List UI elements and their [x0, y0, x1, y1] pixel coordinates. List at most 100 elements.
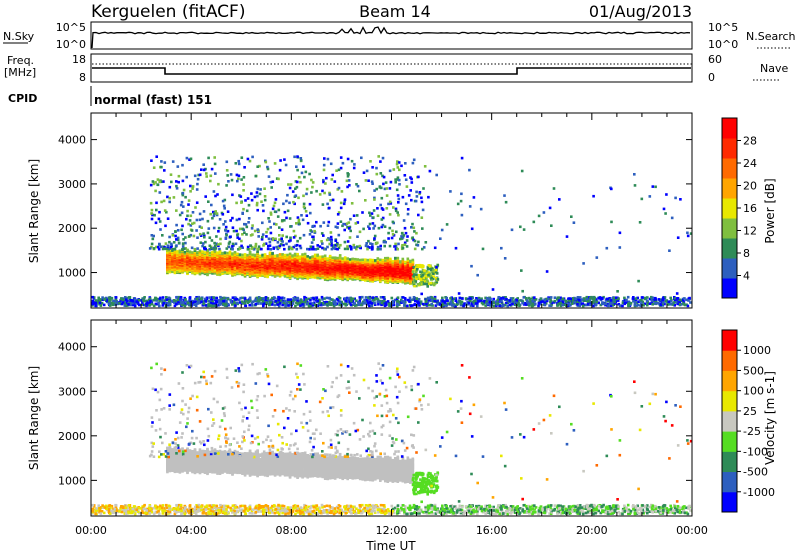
power-cell — [424, 274, 428, 278]
power-cell — [261, 233, 265, 236]
power-cell — [162, 180, 165, 183]
power-cell — [375, 172, 379, 176]
power-cell — [408, 296, 412, 300]
power-cell — [379, 244, 382, 248]
power-cell — [168, 235, 171, 239]
nsky-label: N.Sky — [3, 30, 35, 43]
power-cell — [379, 266, 382, 270]
power-cell — [411, 161, 415, 165]
power-cell — [308, 172, 311, 176]
power-cell — [168, 302, 172, 306]
power-cell — [178, 295, 181, 299]
power-cell — [528, 304, 531, 307]
power-cell — [169, 173, 173, 176]
power-cell — [321, 242, 324, 245]
power-cell — [339, 220, 343, 223]
power-cell — [168, 200, 171, 204]
power-cell — [272, 204, 276, 208]
power-cell — [401, 244, 404, 247]
power-cell — [458, 296, 462, 300]
nave-tick-bottom: 0 — [708, 71, 715, 84]
power-cell — [305, 187, 309, 191]
power-cell — [196, 236, 199, 239]
power-cell — [383, 187, 387, 191]
power-cell — [401, 195, 405, 199]
power-cell — [350, 247, 353, 251]
power-cell — [297, 196, 300, 200]
power-cell — [396, 160, 399, 163]
power-cell — [329, 199, 332, 202]
power-cell — [273, 254, 277, 258]
power-cell — [232, 229, 236, 233]
power-cell — [173, 265, 177, 269]
power-cell — [292, 200, 295, 204]
power-cell — [353, 246, 356, 249]
power-cell — [626, 295, 630, 299]
power-cell — [639, 304, 642, 308]
power-cell — [373, 303, 377, 306]
power-cell — [181, 247, 184, 251]
power-cell — [137, 302, 140, 305]
power-cell — [322, 180, 325, 184]
power-cell — [204, 240, 207, 244]
power-cell — [606, 302, 609, 306]
power-cell — [171, 269, 174, 273]
power-cell — [246, 248, 250, 251]
power-cell — [299, 180, 302, 184]
power-cell — [311, 185, 314, 189]
power-cell — [402, 234, 406, 237]
power-cell — [270, 186, 273, 189]
power-cell — [506, 304, 509, 308]
power-cell — [318, 245, 322, 248]
power-cell — [271, 180, 275, 183]
power-cell — [387, 301, 391, 305]
power-cell — [326, 202, 329, 206]
power-cell — [366, 276, 370, 279]
power-cell — [385, 187, 389, 190]
power-cell — [377, 226, 381, 230]
power-cell — [336, 256, 339, 260]
power-cell — [192, 234, 196, 238]
power-cell — [189, 157, 193, 161]
power-cell — [348, 227, 351, 230]
power-cell — [309, 302, 312, 305]
power-cell — [371, 264, 375, 268]
power-cell — [310, 296, 313, 300]
power-cell — [356, 184, 360, 188]
power-cell — [365, 169, 369, 173]
power-cell — [288, 252, 292, 256]
power-cell — [375, 166, 378, 170]
power-cell — [689, 301, 692, 304]
power-cell — [322, 163, 326, 167]
power-cell — [235, 201, 238, 205]
power-cell — [302, 194, 305, 198]
power-cell — [320, 232, 324, 235]
power-cell — [243, 166, 246, 169]
power-cell — [385, 207, 389, 210]
power-cell — [189, 233, 193, 237]
power-cell — [379, 258, 382, 262]
power-cell — [396, 256, 400, 260]
power-cell — [208, 267, 212, 271]
power-cell — [262, 244, 265, 247]
power-cell — [559, 304, 563, 308]
power-cell — [207, 227, 211, 230]
power-cell — [306, 255, 309, 258]
power-cell — [316, 244, 319, 247]
power-cell — [228, 256, 232, 260]
power-cell — [269, 213, 273, 216]
power-cell — [266, 257, 269, 261]
power-cell — [209, 212, 212, 216]
nsky-tick-bottom: 10^0 — [56, 38, 86, 51]
power-cell — [405, 185, 409, 188]
power-cell — [168, 240, 171, 244]
power-cell — [251, 264, 254, 267]
power-cell — [371, 182, 374, 185]
power-cell — [427, 271, 431, 274]
power-cell — [203, 235, 206, 239]
power-cell — [224, 296, 227, 300]
cpid-text: normal (fast) 151 — [94, 93, 212, 107]
power-cell — [310, 178, 313, 182]
power-cell — [166, 244, 170, 248]
